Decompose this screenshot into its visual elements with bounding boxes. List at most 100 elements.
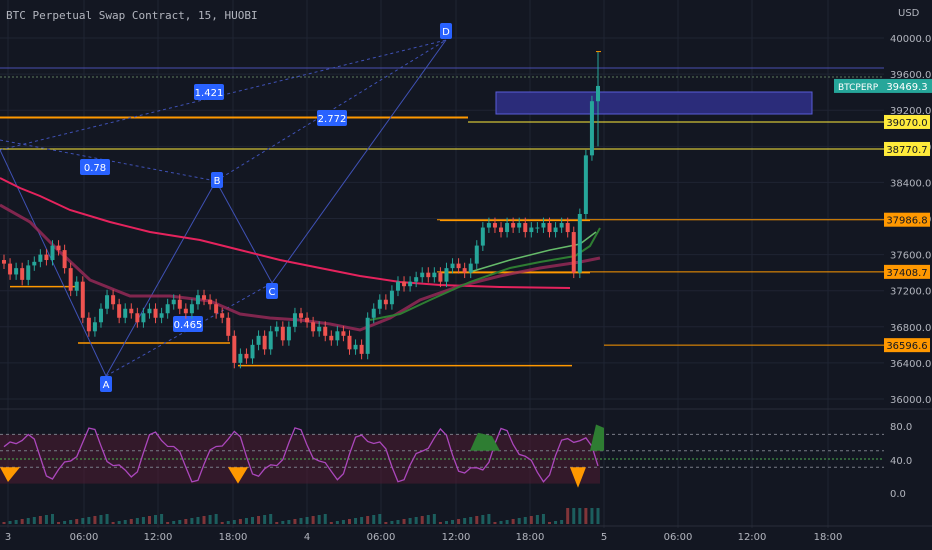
volume-bar (2, 522, 6, 524)
volume-bar (117, 521, 121, 524)
volume-bar (511, 519, 515, 524)
candle-body (56, 245, 61, 251)
volume-bar (554, 521, 558, 524)
candle-body (208, 299, 213, 305)
candle-body (68, 268, 73, 291)
candle-body (323, 326, 328, 336)
volume-bar (390, 521, 394, 524)
candle-body (135, 313, 140, 323)
candle-body (62, 250, 67, 269)
candle-body (438, 272, 443, 282)
price-tick-label: 37200.0 (890, 287, 931, 298)
volume-bar (354, 518, 358, 524)
volume-bar (426, 515, 430, 524)
candle-body (468, 263, 473, 273)
volume-bar (414, 517, 418, 524)
candle-body (159, 313, 164, 318)
ma-light-line (469, 231, 597, 273)
candle-body (414, 277, 419, 282)
price-tick-label: 36400.0 (890, 359, 931, 370)
volume-bar (87, 517, 91, 524)
candle-body (26, 265, 31, 280)
fib-ratio-label: 1.421 (195, 88, 224, 99)
candle-body (547, 223, 552, 233)
volume-bar (475, 516, 479, 524)
volume-bar (57, 522, 61, 524)
volume-bar (287, 520, 291, 524)
volume-bar (457, 519, 461, 524)
volume-bar (123, 520, 127, 524)
volume-bar (275, 522, 279, 524)
volume-bar (499, 521, 503, 524)
candle-body (14, 268, 19, 275)
volume-bar (438, 522, 442, 524)
rsi-oversold-fill (0, 467, 20, 482)
fib-ratio-label: 0.465 (174, 320, 203, 331)
last-price-symbol: BTCPERP (838, 83, 879, 93)
volume-bar (329, 522, 333, 524)
candle-body (305, 317, 310, 323)
volume-bar (541, 514, 545, 524)
candle-body (105, 295, 110, 309)
candle-body (553, 227, 558, 233)
candle-body (577, 214, 582, 273)
candle-body (86, 317, 91, 332)
volume-bar (402, 519, 406, 524)
candle-body (499, 227, 504, 233)
fib-ratio-label: 2.772 (318, 114, 347, 125)
candle-body (486, 223, 491, 228)
candle-body (311, 322, 316, 332)
price-tick-label: 36800.0 (890, 323, 931, 334)
volume-bar (463, 518, 467, 524)
volume-bar (44, 515, 48, 524)
price-level-label: 37408.7 (886, 268, 927, 279)
candle-body (141, 313, 146, 323)
candle-body (20, 268, 25, 280)
candle-body (402, 281, 407, 287)
time-tick-label: 06:00 (664, 532, 693, 543)
ema-line (0, 177, 571, 289)
candle-body (365, 317, 370, 354)
volume-bar (147, 516, 151, 524)
candle-body (220, 313, 225, 318)
volume-bar (269, 514, 273, 524)
fib-ratio-badge (317, 110, 347, 126)
volume-bar (20, 519, 24, 524)
supply-zone (495, 91, 813, 115)
candle-body (523, 223, 528, 233)
harmonic-point-label: D (442, 27, 450, 38)
candle-body (395, 281, 400, 291)
candle-body (420, 272, 425, 278)
candle-body (541, 223, 546, 228)
candle-body (195, 295, 200, 305)
volume-bar (572, 508, 576, 524)
candle-body (274, 326, 279, 332)
volume-bar (578, 508, 582, 524)
candle-body (244, 353, 249, 359)
rsi-oversold-fill (228, 467, 248, 484)
time-tick-label: 12:00 (738, 532, 767, 543)
candle-body (2, 260, 6, 264)
volume-bar (317, 515, 321, 524)
candle-body (44, 254, 49, 261)
candle-body (341, 331, 346, 336)
volume-bar (38, 516, 42, 524)
volume-bar (505, 520, 509, 524)
volume-bar (172, 521, 176, 524)
volume-bar (432, 514, 436, 524)
rsi-line (3, 427, 599, 483)
candle-body (359, 344, 364, 354)
candle-body (371, 308, 376, 318)
candle-body (492, 223, 497, 228)
candle-body (177, 299, 182, 309)
time-tick-label: 5 (601, 532, 607, 543)
time-tick-label: 3 (5, 532, 11, 543)
candle-body (111, 295, 116, 305)
candle-body (74, 281, 79, 291)
candle-body (129, 308, 134, 314)
volume-bar (141, 517, 145, 524)
time-tick-label: 18:00 (516, 532, 545, 543)
volume-bar (323, 514, 327, 524)
candle-body (92, 322, 97, 332)
